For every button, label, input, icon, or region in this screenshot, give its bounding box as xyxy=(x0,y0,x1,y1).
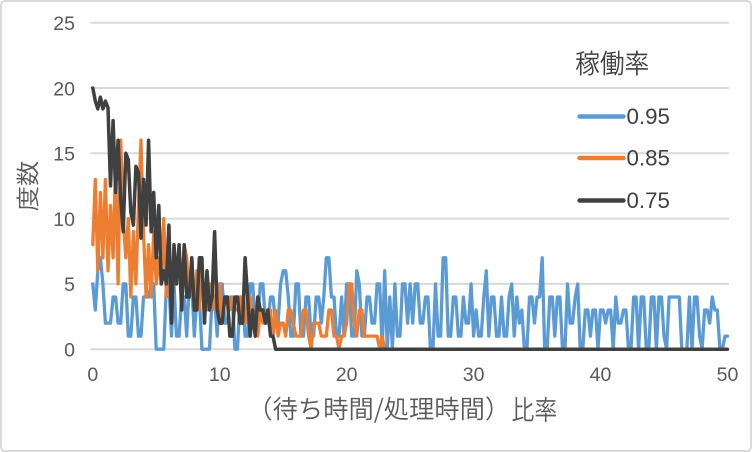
svg-text:10: 10 xyxy=(209,364,231,386)
svg-text:10: 10 xyxy=(53,209,75,231)
svg-text:0.85: 0.85 xyxy=(627,146,670,171)
svg-text:0.95: 0.95 xyxy=(627,104,670,129)
svg-text:30: 30 xyxy=(463,364,485,386)
svg-text:50: 50 xyxy=(717,364,739,386)
svg-text:0: 0 xyxy=(87,364,98,386)
svg-text:25: 25 xyxy=(53,13,75,35)
svg-text:40: 40 xyxy=(590,364,612,386)
svg-text:15: 15 xyxy=(53,144,75,166)
svg-text:20: 20 xyxy=(336,364,358,386)
svg-text:5: 5 xyxy=(64,274,75,296)
svg-text:20: 20 xyxy=(53,78,75,100)
svg-text:0: 0 xyxy=(64,340,75,362)
svg-text:0.75: 0.75 xyxy=(627,188,670,213)
